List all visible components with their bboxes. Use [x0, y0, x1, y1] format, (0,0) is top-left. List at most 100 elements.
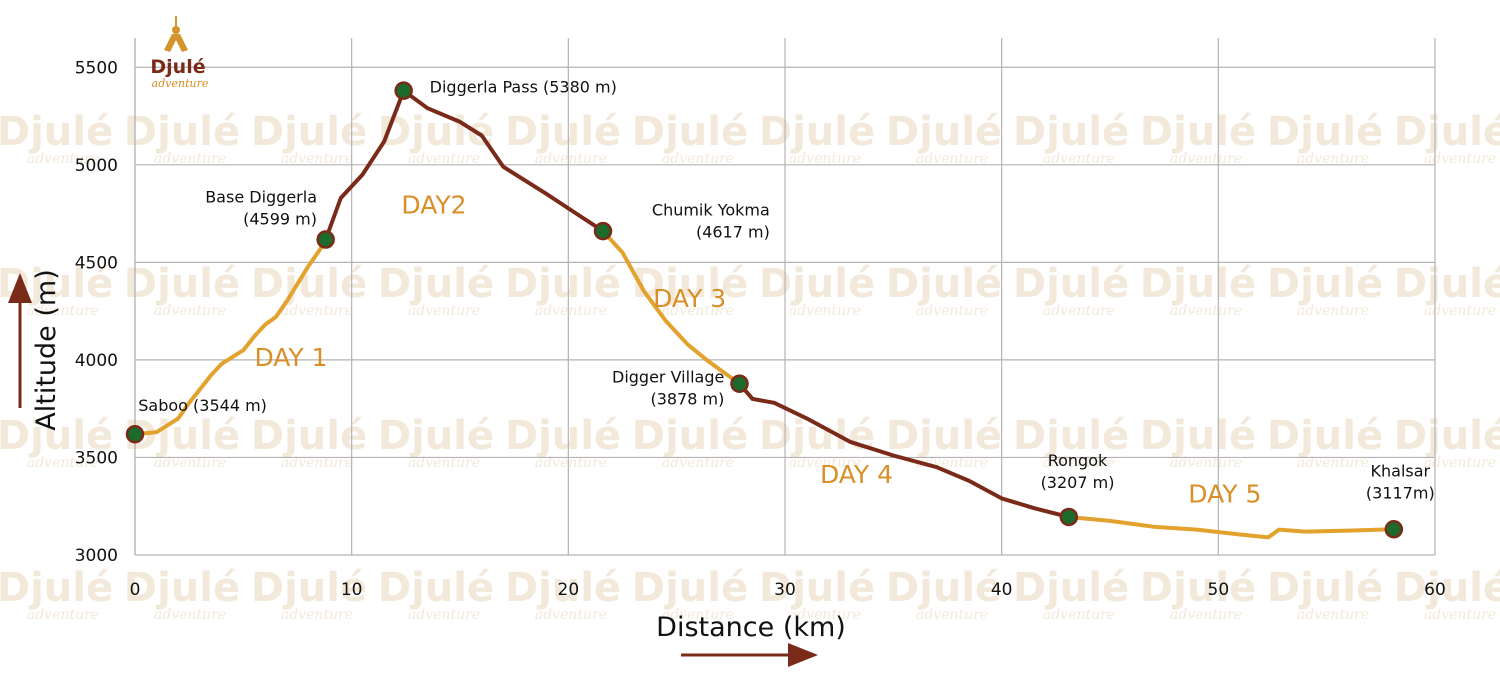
- watermark-logo-tagline: adventure: [408, 455, 480, 471]
- watermark-logo-tagline: adventure: [916, 303, 988, 319]
- watermark-logo-text: Djulé: [378, 413, 494, 459]
- waypoint-label: Diggerla Pass (5380 m): [430, 78, 617, 97]
- watermark-logo-text: Djulé: [632, 565, 748, 611]
- chart-grid: [134, 38, 1436, 556]
- x-axis-ticks: 0 10 20 30 40 50 60: [130, 580, 1446, 600]
- waypoint-label: Digger Village: [612, 368, 724, 387]
- watermark-logo-tagline: adventure: [27, 151, 99, 167]
- day-label: DAY 5: [1188, 479, 1261, 508]
- watermark-logo-text: Djulé: [759, 413, 875, 459]
- y-tick-label: 3500: [75, 448, 118, 468]
- logo-tagline: adventure: [152, 77, 209, 90]
- watermark-logo-text: Djulé: [886, 565, 1002, 611]
- logo-name: Djulé: [150, 56, 205, 78]
- watermark-logo-text: Djulé: [886, 261, 1002, 307]
- x-tick-label: 10: [341, 580, 363, 600]
- watermark-logo-text: Djulé: [1013, 261, 1129, 307]
- x-tick-label: 60: [1424, 580, 1446, 600]
- watermark-logo-tagline: adventure: [281, 303, 353, 319]
- watermark-logo-tagline: adventure: [1170, 303, 1242, 319]
- watermark-logo-text: Djulé: [1267, 261, 1383, 307]
- watermark-logo-tagline: adventure: [535, 303, 607, 319]
- watermark-logo-tagline: adventure: [1424, 303, 1496, 319]
- watermark-logo-tagline: adventure: [662, 303, 734, 319]
- route-segment-line: [1066, 515, 1396, 540]
- watermark-logo-text: Djulé: [378, 261, 494, 307]
- watermark-logo-tagline: adventure: [281, 455, 353, 471]
- y-tick-label: 4000: [75, 351, 118, 371]
- watermark-logo-tagline: adventure: [789, 303, 861, 319]
- watermark-logo-text: Djulé: [0, 109, 113, 155]
- waypoint-label: (4617 m): [696, 223, 770, 242]
- watermark-logo-text: Djulé: [251, 565, 367, 611]
- x-tick-label: 20: [558, 580, 580, 600]
- y-axis-title: Altitude (m): [31, 269, 62, 430]
- watermark-logo-text: Djulé: [1013, 109, 1129, 155]
- watermark-logo-text: Djulé: [759, 565, 875, 611]
- waypoint-marker: [316, 230, 335, 249]
- watermark-logo-tagline: adventure: [916, 607, 988, 623]
- waypoint-label: (3117m): [1366, 484, 1435, 503]
- logo-figure-icon: [164, 16, 188, 52]
- waypoint-label: Chumik Yokma: [652, 201, 770, 220]
- watermark-logo-text: Djulé: [251, 109, 367, 155]
- djule-logo: Djulé adventure: [150, 16, 209, 90]
- watermark-logo-tagline: adventure: [916, 151, 988, 167]
- waypoint-markers: [125, 81, 1404, 539]
- watermark-logo-text: Djulé: [124, 109, 240, 155]
- waypoint-marker: [125, 424, 145, 444]
- watermark-logo-tagline: adventure: [789, 607, 861, 623]
- watermark-logo-tagline: adventure: [1297, 303, 1369, 319]
- route-segment-line: [323, 88, 605, 242]
- route-segment-line: [737, 381, 1071, 519]
- watermark-logo-text: Djulé: [0, 565, 113, 611]
- waypoint-label: (3207 m): [1041, 473, 1115, 492]
- waypoint-marker: [1059, 507, 1079, 527]
- x-tick-label: 40: [991, 580, 1013, 600]
- watermark-logo-tagline: adventure: [662, 151, 734, 167]
- watermark-logo-text: Djulé: [1013, 413, 1129, 459]
- y-axis-ticks: 3000 3500 4000 4500 5000 5500: [75, 58, 118, 566]
- route-segments: [133, 88, 1396, 540]
- watermark-logo-tagline: adventure: [154, 151, 226, 167]
- watermark-logo-tagline: adventure: [1043, 303, 1115, 319]
- watermark-logo-tagline: adventure: [154, 303, 226, 319]
- watermark-logo-text: Djulé: [632, 109, 748, 155]
- watermark-logo-tagline: adventure: [1297, 151, 1369, 167]
- watermark-logo-text: Djulé: [1267, 109, 1383, 155]
- watermark-logo-tagline: adventure: [27, 455, 99, 471]
- watermark-logo-tagline: adventure: [408, 303, 480, 319]
- waypoint-marker: [394, 81, 413, 100]
- watermark-logo-tagline: adventure: [535, 455, 607, 471]
- waypoint-marker: [593, 221, 613, 241]
- y-tick-label: 5000: [75, 156, 118, 176]
- watermark-logo-tagline: adventure: [408, 151, 480, 167]
- watermark-logo-text: Djulé: [1267, 565, 1383, 611]
- watermark-logo-text: Djulé: [1267, 413, 1383, 459]
- watermark-logo-text: Djulé: [1140, 261, 1256, 307]
- watermark-logo-text: Djulé: [1013, 565, 1129, 611]
- watermark-logo-tagline: adventure: [27, 303, 99, 319]
- watermark-logo-tagline: adventure: [1297, 607, 1369, 623]
- watermark-logo-text: Djulé: [632, 413, 748, 459]
- waypoint-labels: Saboo (3544 m) Base Diggerla (4599 m) Digge…: [138, 78, 1434, 503]
- watermark-logo-text: Djulé: [886, 109, 1002, 155]
- watermark-logo-tagline: adventure: [535, 151, 607, 167]
- x-axis-title: Distance (km): [656, 612, 846, 643]
- watermark-logo-text: Djulé: [1394, 413, 1500, 459]
- watermark-logo-tagline: adventure: [281, 607, 353, 623]
- watermark-logo-text: Djulé: [505, 413, 621, 459]
- watermark-logo-tagline: adventure: [1170, 151, 1242, 167]
- watermark-logo-text: Djulé: [505, 261, 621, 307]
- watermark-logo-tagline: adventure: [662, 455, 734, 471]
- watermark-logo-text: Djulé: [124, 261, 240, 307]
- watermark-logo-tagline: adventure: [1424, 455, 1496, 471]
- watermark-logo-text: Djulé: [124, 565, 240, 611]
- day-label: DAY 1: [254, 343, 327, 372]
- watermark-logo-tagline: adventure: [535, 607, 607, 623]
- y-tick-label: 3000: [75, 546, 118, 566]
- watermark-logo-text: Djulé: [505, 565, 621, 611]
- x-tick-label: 50: [1208, 580, 1230, 600]
- watermark-logo-text: Djulé: [0, 413, 113, 459]
